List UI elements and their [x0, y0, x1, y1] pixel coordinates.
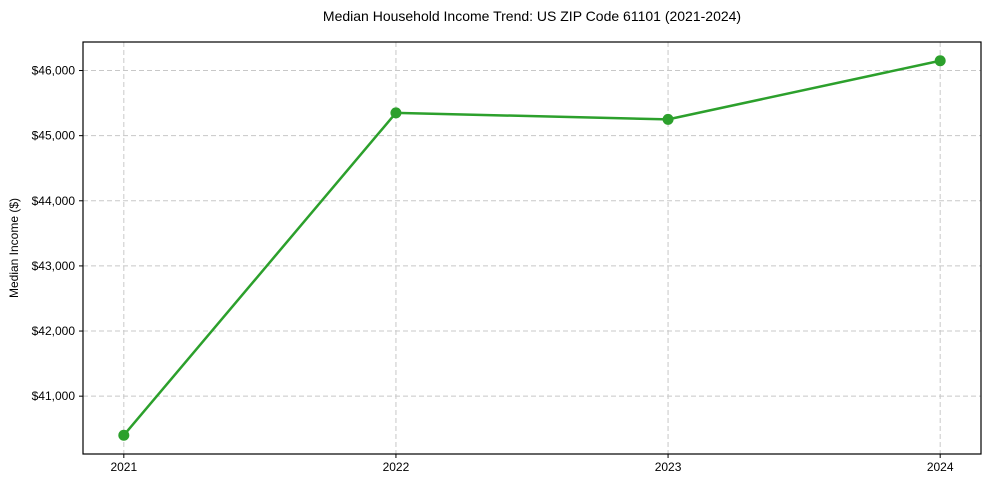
axis-spine-box — [82, 41, 982, 455]
data-point — [118, 429, 130, 441]
chart-title: Median Household Income Trend: US ZIP Co… — [322, 8, 742, 24]
y-tick-label: $44,000 — [32, 194, 76, 208]
y-tick-label: $41,000 — [32, 389, 76, 403]
x-tick-label: 2022 — [383, 460, 410, 474]
y-tick-label: $45,000 — [32, 129, 76, 143]
y-tick-label: $46,000 — [32, 64, 76, 78]
data-point — [390, 107, 402, 119]
y-tick-label: $42,000 — [32, 324, 76, 338]
y-tick-label: $43,000 — [32, 259, 76, 273]
data-point — [662, 113, 674, 125]
data-point — [934, 55, 946, 67]
x-tick-label: 2024 — [927, 460, 954, 474]
x-tick-label: 2023 — [655, 460, 682, 474]
x-tick-label: 2021 — [110, 460, 137, 474]
data-line — [122, 59, 942, 437]
